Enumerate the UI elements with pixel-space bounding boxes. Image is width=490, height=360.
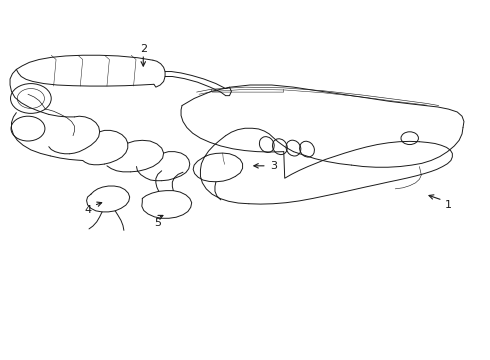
Text: 2: 2 bbox=[140, 44, 147, 54]
Text: 1: 1 bbox=[445, 200, 452, 210]
Text: 4: 4 bbox=[84, 205, 91, 215]
Text: 5: 5 bbox=[154, 217, 161, 228]
Text: 3: 3 bbox=[270, 161, 277, 171]
